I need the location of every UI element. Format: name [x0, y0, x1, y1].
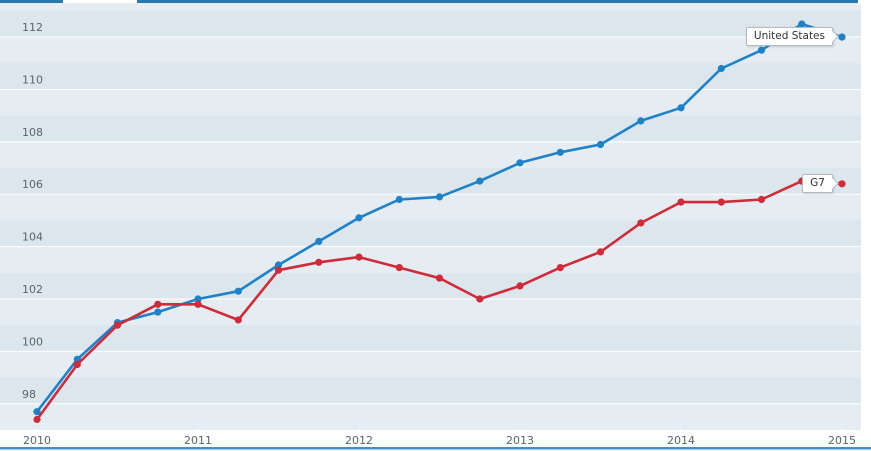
data-point-united-states-2014-Q2[interactable] [717, 64, 725, 73]
data-point-g7-2012-Q3[interactable] [435, 274, 444, 282]
top-border-segment-right [137, 0, 858, 3]
data-point-g7-2014-Q2[interactable] [717, 198, 725, 206]
data-point-g7-2010-Q2[interactable] [73, 360, 81, 369]
plot-band [0, 246, 861, 273]
x-axis-label-2014: 2014 [667, 434, 695, 447]
data-point-g7-2011-Q3[interactable] [274, 266, 283, 274]
y-axis-label-108: 108 [22, 126, 43, 139]
data-point-united-states-2014-Q1[interactable] [677, 104, 685, 112]
plot-area [0, 3, 861, 430]
data-point-g7-2010-Q1[interactable] [33, 415, 41, 424]
data-point-united-states-2011-Q2[interactable] [234, 287, 242, 295]
data-point-united-states-2015-Q1[interactable] [838, 33, 846, 41]
data-point-g7-2012-Q2[interactable] [395, 264, 403, 272]
x-axis-label-2010: 2010 [23, 434, 51, 447]
data-point-g7-2013-Q1[interactable] [516, 282, 524, 290]
data-point-united-states-2013-Q1[interactable] [516, 159, 524, 167]
plot-band [0, 351, 861, 378]
x-axis-label-2011: 2011 [184, 434, 212, 447]
data-point-g7-2011-Q4[interactable] [315, 258, 323, 266]
data-point-united-states-2012-Q2[interactable] [395, 195, 403, 204]
data-point-united-states-2013-Q4[interactable] [637, 117, 645, 125]
data-point-united-states-2010-Q4[interactable] [154, 308, 162, 316]
data-point-united-states-2012-Q4[interactable] [476, 177, 484, 185]
plot-band [0, 299, 861, 326]
data-point-g7-2010-Q4[interactable] [154, 300, 162, 308]
data-point-g7-2012-Q4[interactable] [476, 295, 484, 303]
y-axis-label-104: 104 [22, 231, 43, 244]
x-axis-label-2012: 2012 [345, 434, 373, 447]
data-point-g7-2014-Q3[interactable] [757, 195, 766, 204]
y-axis-label-106: 106 [22, 178, 43, 191]
plot-band [0, 141, 861, 169]
data-point-united-states-2012-Q1[interactable] [355, 214, 363, 222]
x-axis-label-2015: 2015 [828, 434, 856, 447]
y-axis-label-102: 102 [22, 283, 43, 296]
top-border-segment-left [0, 0, 63, 3]
bottom-border [0, 447, 871, 450]
data-point-united-states-2013-Q3[interactable] [596, 140, 605, 149]
plot-band [0, 403, 861, 430]
data-point-g7-2012-Q1[interactable] [355, 253, 363, 261]
data-point-g7-2013-Q2[interactable] [556, 264, 564, 272]
data-point-united-states-2012-Q3[interactable] [435, 193, 444, 201]
data-point-united-states-2013-Q2[interactable] [556, 148, 564, 156]
series-label-united-states[interactable]: United States [745, 27, 833, 46]
data-point-g7-2013-Q4[interactable] [637, 219, 645, 227]
plot-band [0, 89, 861, 116]
y-axis-label-98: 98 [22, 388, 36, 401]
data-point-g7-2015-Q1[interactable] [838, 180, 846, 188]
x-axis-label-2013: 2013 [506, 434, 534, 447]
y-axis-label-112: 112 [22, 21, 43, 34]
data-point-united-states-2014-Q4[interactable] [798, 20, 806, 28]
data-point-united-states-2014-Q3[interactable] [757, 46, 766, 54]
data-point-united-states-2010-Q1[interactable] [33, 408, 41, 416]
data-point-united-states-2011-Q3[interactable] [274, 261, 283, 269]
y-axis-label-100: 100 [22, 335, 43, 348]
y-axis-label-110: 110 [22, 73, 43, 86]
data-point-g7-2014-Q1[interactable] [677, 198, 685, 206]
series-label-g7[interactable]: G7 [802, 174, 833, 193]
data-point-g7-2011-Q2[interactable] [234, 316, 242, 324]
data-point-united-states-2011-Q4[interactable] [315, 237, 323, 245]
data-point-g7-2011-Q1[interactable] [194, 300, 202, 308]
data-point-united-states-2011-Q1[interactable] [194, 295, 202, 303]
plot-band [0, 37, 861, 64]
data-point-g7-2010-Q3[interactable] [113, 321, 122, 329]
data-point-g7-2013-Q3[interactable] [596, 248, 605, 256]
plot-band [0, 3, 861, 11]
